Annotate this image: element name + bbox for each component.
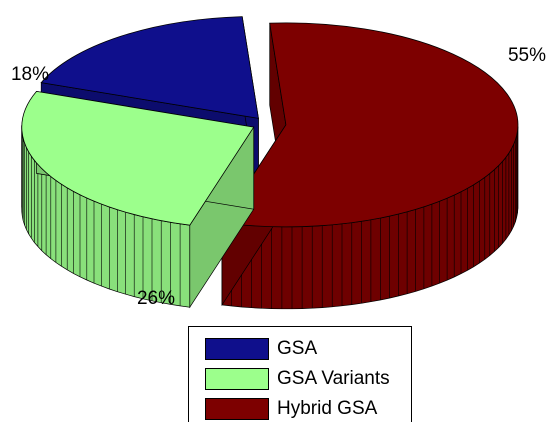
legend-swatch-gsa <box>205 338 269 360</box>
legend-swatch-hybrid-gsa <box>205 398 269 420</box>
slice-top-face <box>221 22 519 228</box>
pct-label-hybrid-gsa: 55% <box>508 45 546 66</box>
slice-top-face <box>21 90 255 226</box>
legend-label-gsa-variants: GSA Variants <box>277 368 390 389</box>
legend-swatch-gsa-variants <box>205 368 269 390</box>
pct-label-gsa-variants: 26% <box>137 288 175 309</box>
legend-item-gsa-variants: GSA Variants <box>205 367 390 391</box>
legend-label-gsa: GSA <box>277 338 318 359</box>
pct-label-gsa: 18% <box>11 64 49 85</box>
legend-label-hybrid-gsa: Hybrid GSA <box>277 398 378 419</box>
slice-top-face <box>40 16 259 119</box>
legend: GSA GSA Variants Hybrid GSA <box>188 326 412 422</box>
legend-item-hybrid-gsa: Hybrid GSA <box>205 397 377 421</box>
pie-slice-gsa-variants <box>21 90 255 309</box>
legend-item-gsa: GSA <box>205 337 317 361</box>
pie-slice-hybrid-gsa <box>221 22 519 310</box>
